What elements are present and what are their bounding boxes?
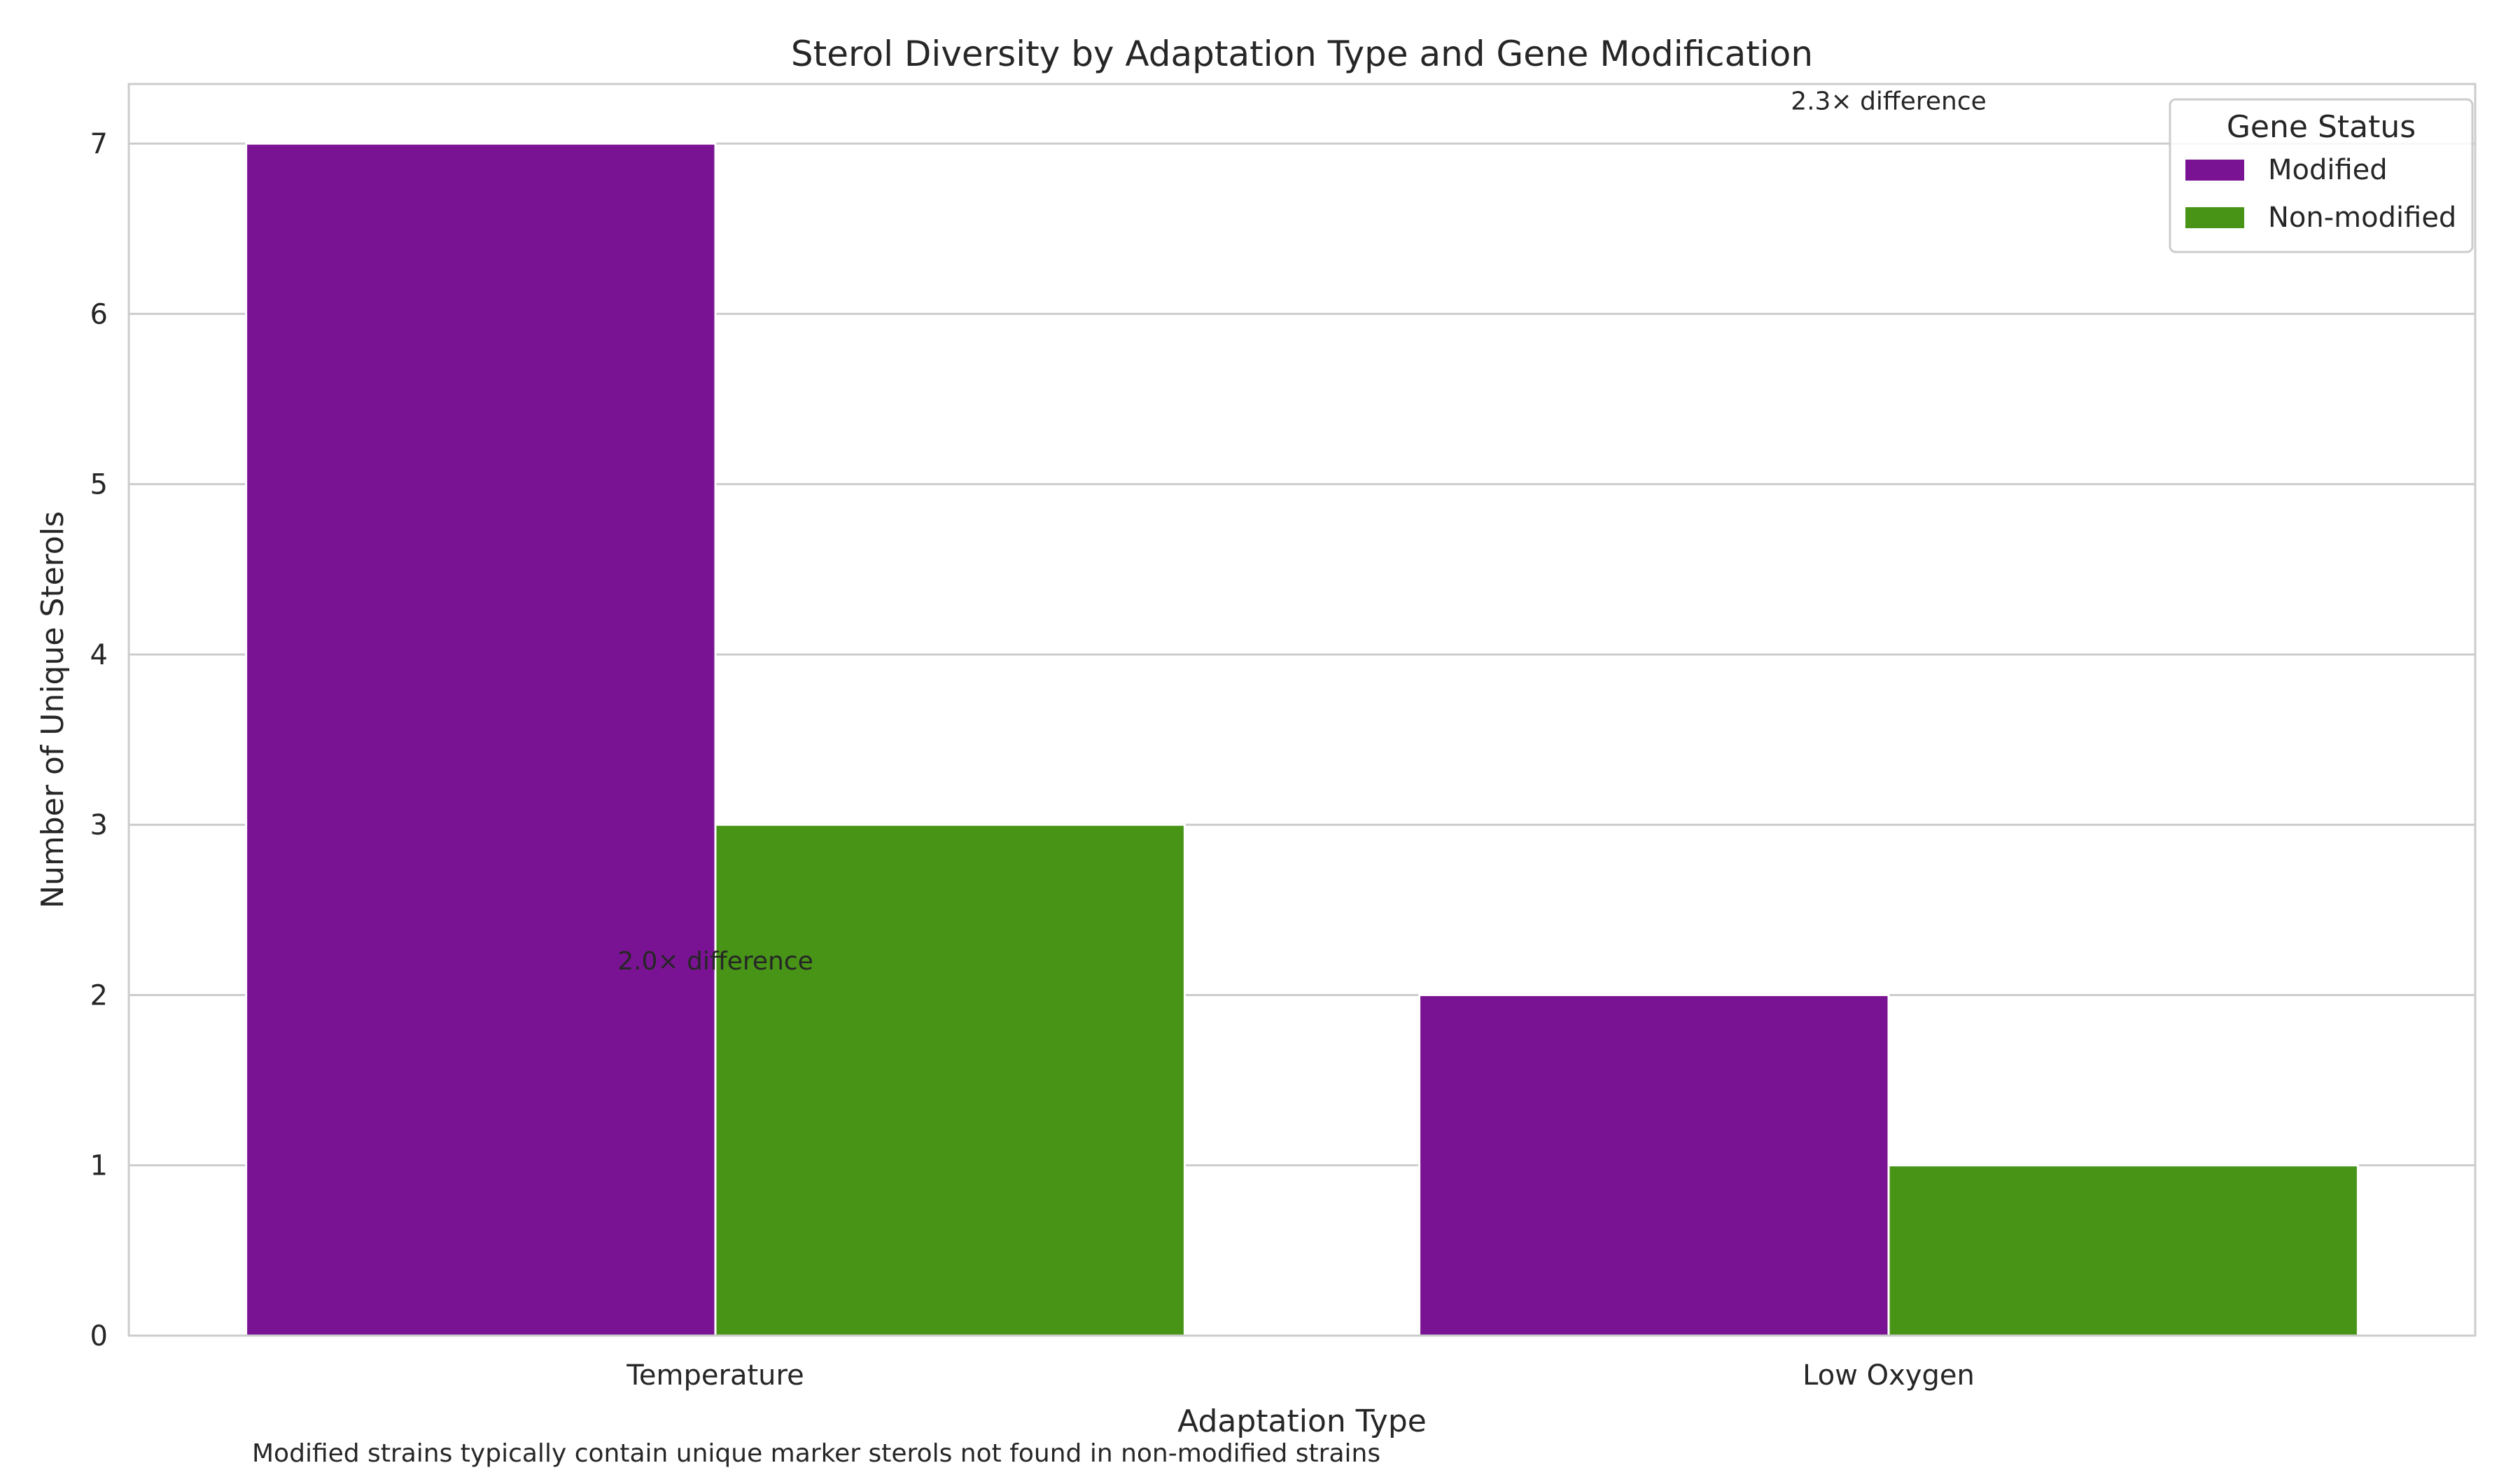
x-tick-label: Low Oxygen [1802, 1359, 1975, 1392]
plot-frame [127, 83, 2477, 1337]
y-tick-label: 0 [90, 1320, 108, 1352]
y-tick-label: 2 [90, 979, 108, 1011]
y-tick-label: 4 [90, 639, 108, 671]
annotation: 2.0× difference [617, 947, 813, 976]
y-tick-label: 7 [90, 128, 108, 160]
y-tick-label: 5 [90, 469, 108, 501]
y-tick-label: 1 [90, 1150, 108, 1182]
bar-modified-low-oxygen [1418, 993, 1890, 1337]
legend-box [2169, 98, 2474, 253]
legend-items: Modified Non-modified [2185, 154, 2456, 234]
annotation: 2.3× difference [1791, 87, 1987, 115]
y-tick-label: 6 [90, 298, 108, 330]
y-tick-label: 3 [90, 809, 108, 841]
legend-title: Gene Status [2227, 109, 2416, 145]
legend-swatch [2185, 160, 2244, 181]
y-axis-label: Number of Unique Sterols [35, 511, 71, 909]
chart-title: Sterol Diversity by Adaptation Type and … [791, 34, 1813, 74]
bars [245, 142, 2359, 1337]
bar-non-modified-temperature [714, 823, 1186, 1337]
bar-modified-temperature [245, 142, 717, 1337]
legend-label: Modified [2268, 154, 2388, 186]
bar-non-modified-low-oxygen [1887, 1164, 2359, 1337]
y-tick-labels: 0 1 2 3 4 5 6 7 [90, 128, 108, 1352]
legend-label: Non-modified [2268, 202, 2456, 234]
annotations: 2.0× difference 2.3× difference [617, 87, 1987, 975]
footnote: Modified strains typically contain uniqu… [252, 1439, 1380, 1468]
legend: Gene Status Modified Non-modified [2169, 98, 2474, 253]
x-tick-labels: Temperature Low Oxygen [626, 1359, 1975, 1392]
x-tick-label: Temperature [626, 1359, 804, 1392]
x-axis-label: Adaptation Type [1177, 1404, 1427, 1439]
legend-swatch [2185, 207, 2244, 228]
